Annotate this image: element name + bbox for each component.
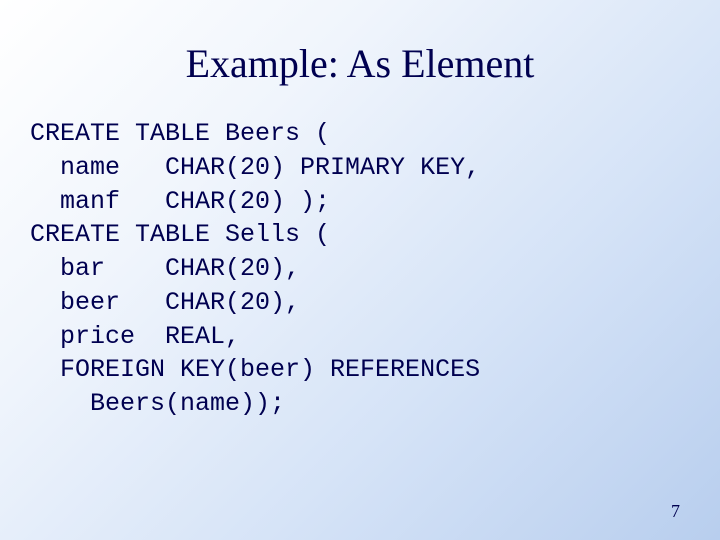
code-line: FOREIGN KEY(beer) REFERENCES [30, 355, 480, 384]
sql-code-block: CREATE TABLE Beers ( name CHAR(20) PRIMA… [30, 117, 690, 421]
code-line: name CHAR(20) PRIMARY KEY, [30, 153, 480, 182]
code-line: CREATE TABLE Sells ( [30, 220, 330, 249]
slide-container: Example: As Element CREATE TABLE Beers (… [0, 0, 720, 540]
code-line: bar CHAR(20), [30, 254, 300, 283]
code-line: beer CHAR(20), [30, 288, 300, 317]
slide-title: Example: As Element [30, 40, 690, 87]
code-line: price REAL, [30, 322, 240, 351]
code-line: manf CHAR(20) ); [30, 187, 330, 216]
code-line: Beers(name)); [30, 389, 285, 418]
page-number: 7 [671, 501, 680, 522]
code-line: CREATE TABLE Beers ( [30, 119, 330, 148]
